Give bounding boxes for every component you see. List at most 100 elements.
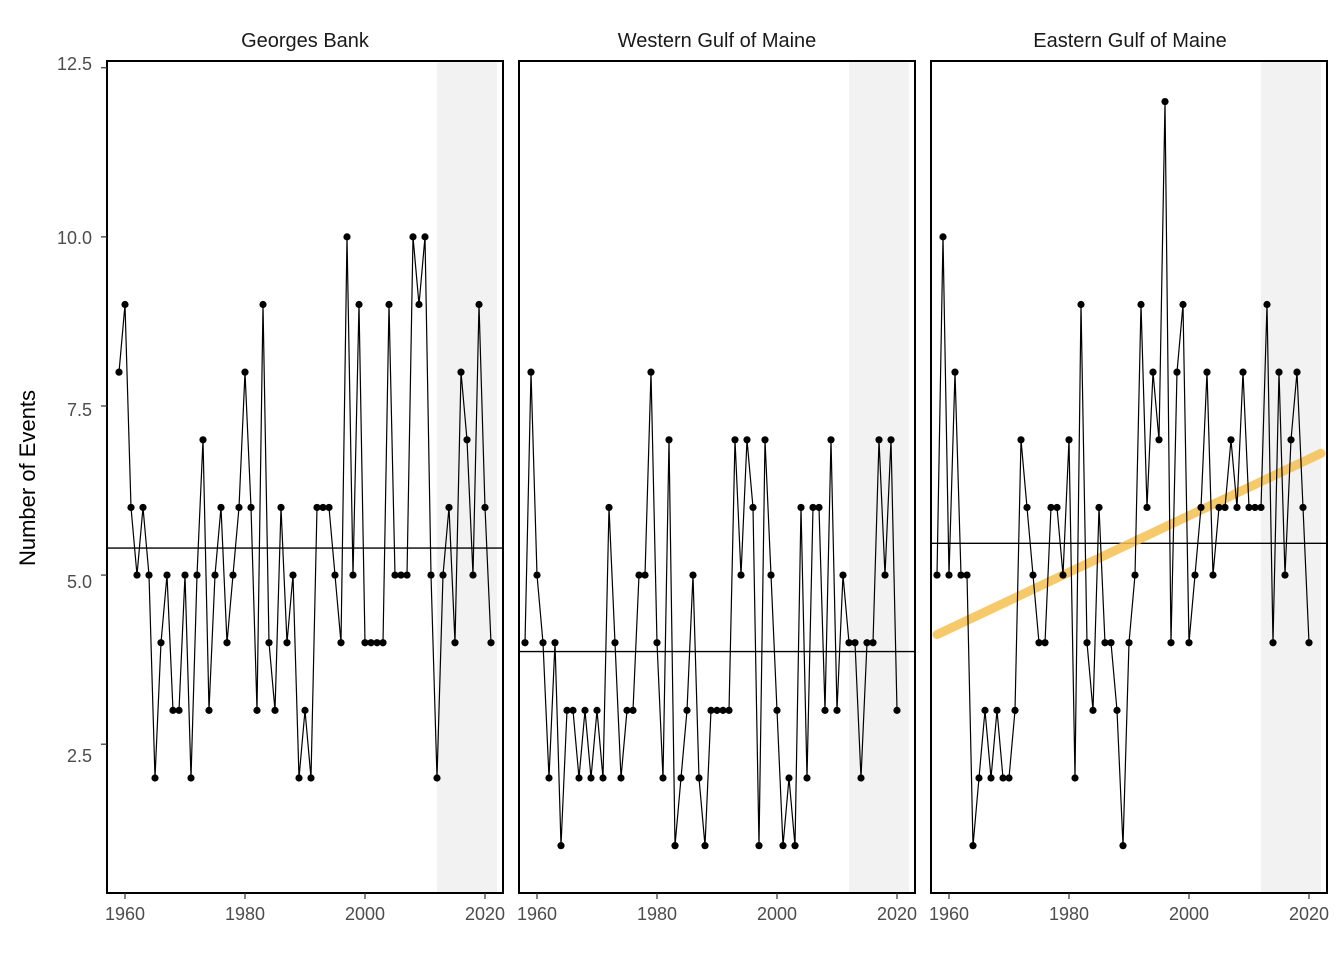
data-point xyxy=(689,571,697,579)
data-point xyxy=(1041,639,1049,647)
data-point xyxy=(295,774,303,782)
data-point xyxy=(1287,436,1295,444)
x-tick-label: 1980 xyxy=(1049,904,1089,924)
data-point xyxy=(933,571,941,579)
data-point xyxy=(1293,368,1301,376)
data-point xyxy=(1071,774,1079,782)
data-point xyxy=(265,639,273,647)
data-point xyxy=(981,706,989,714)
data-point xyxy=(569,706,577,714)
data-point xyxy=(367,639,375,647)
data-point xyxy=(761,436,769,444)
data-point xyxy=(1119,842,1127,850)
data-point xyxy=(169,706,177,714)
data-point xyxy=(271,706,279,714)
data-point xyxy=(1257,503,1265,512)
x-tick-label: 1960 xyxy=(105,904,145,924)
data-point xyxy=(211,571,219,579)
data-point xyxy=(307,774,315,782)
x-tick-label: 2020 xyxy=(465,904,505,924)
data-point xyxy=(1077,300,1085,309)
data-point xyxy=(599,774,607,782)
data-point xyxy=(439,571,447,579)
data-point xyxy=(551,639,559,647)
data-point xyxy=(821,706,829,714)
panel-border xyxy=(930,60,1328,894)
data-point xyxy=(139,503,147,512)
data-point xyxy=(1137,300,1145,309)
data-point xyxy=(575,774,583,782)
data-point xyxy=(253,706,261,714)
data-point xyxy=(433,774,441,782)
data-point xyxy=(181,571,189,579)
panel-title-georges-bank: Georges Bank xyxy=(241,30,370,52)
data-point xyxy=(993,706,1001,714)
data-point xyxy=(469,571,477,579)
data-point xyxy=(1083,639,1091,647)
data-point xyxy=(737,571,745,579)
data-point xyxy=(1305,639,1313,647)
data-point xyxy=(827,436,835,444)
data-point xyxy=(421,233,429,241)
data-point xyxy=(1095,503,1103,512)
data-point xyxy=(1221,503,1229,512)
data-point xyxy=(725,706,733,714)
data-point xyxy=(749,503,757,512)
data-point xyxy=(1047,503,1055,512)
data-point xyxy=(259,300,267,309)
x-tick-label: 1960 xyxy=(929,904,969,924)
data-point xyxy=(313,503,321,512)
data-point xyxy=(887,436,895,444)
data-point xyxy=(659,774,667,782)
data-point xyxy=(791,842,799,850)
data-point xyxy=(1173,368,1181,376)
data-point xyxy=(539,639,547,647)
data-point xyxy=(145,571,153,579)
data-point xyxy=(1185,639,1193,647)
x-tick-label: 2020 xyxy=(877,904,917,924)
data-point xyxy=(289,571,297,579)
data-point xyxy=(229,571,237,579)
data-point xyxy=(839,571,847,579)
x-tick-label: 1980 xyxy=(637,904,677,924)
x-tick-label: 1960 xyxy=(517,904,557,924)
data-point xyxy=(115,368,123,376)
data-point xyxy=(1167,639,1175,647)
data-point xyxy=(1161,97,1169,106)
data-point xyxy=(945,571,953,579)
data-point xyxy=(427,571,435,579)
data-point xyxy=(641,571,649,579)
data-point xyxy=(743,436,751,444)
data-point xyxy=(623,706,631,714)
data-point xyxy=(653,639,661,647)
series-line xyxy=(524,372,898,846)
y-tick-label: 5.0 xyxy=(67,572,92,592)
data-point xyxy=(187,774,195,782)
data-point xyxy=(415,300,423,309)
data-point xyxy=(1227,436,1235,444)
panel-title-western-gulf-of-maine: Western Gulf of Maine xyxy=(618,30,817,52)
data-point xyxy=(397,571,405,579)
highlight-band xyxy=(437,61,497,893)
data-point xyxy=(175,706,183,714)
data-point xyxy=(833,706,841,714)
data-point xyxy=(719,706,727,714)
data-point xyxy=(1089,706,1097,714)
series-line xyxy=(118,236,492,779)
data-point xyxy=(773,706,781,714)
x-tick-label: 2000 xyxy=(345,904,385,924)
data-point xyxy=(713,706,721,714)
data-point xyxy=(247,503,255,512)
data-point xyxy=(133,571,141,579)
data-point xyxy=(1059,571,1067,579)
highlight-band xyxy=(849,61,909,893)
data-point xyxy=(451,639,459,647)
data-point xyxy=(593,706,601,714)
y-tick-label: 10.0 xyxy=(57,228,92,248)
data-point xyxy=(283,639,291,647)
x-tick-label: 1980 xyxy=(225,904,265,924)
data-point xyxy=(563,706,571,714)
data-point xyxy=(815,503,823,512)
data-point xyxy=(1251,503,1259,512)
